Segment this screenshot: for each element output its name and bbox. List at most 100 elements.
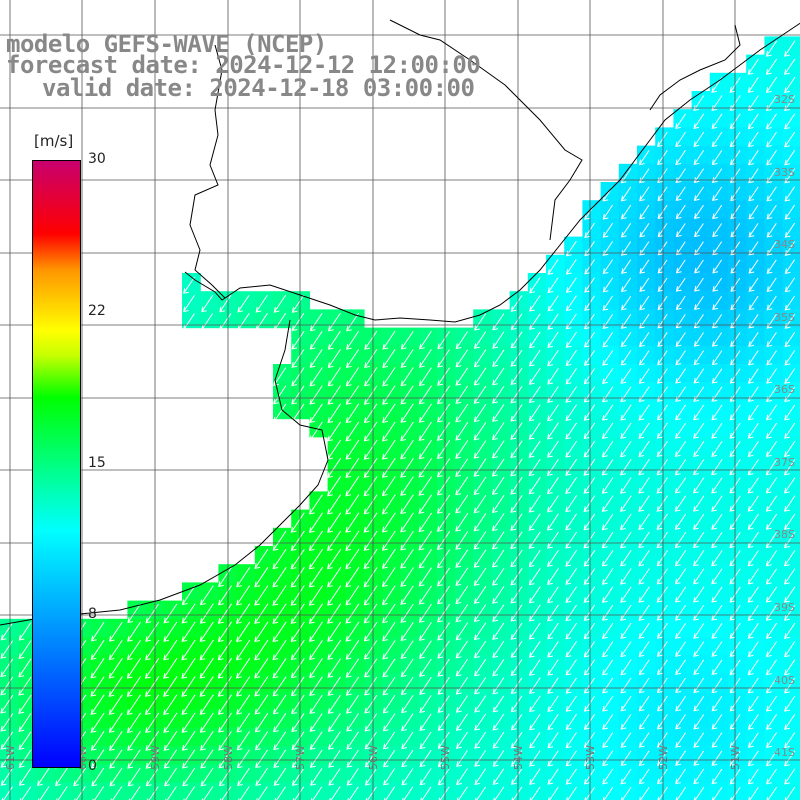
wind-arrow	[510, 640, 523, 658]
wind-arrow	[327, 639, 342, 660]
wind-arrow	[747, 695, 759, 712]
wind-arrow	[254, 731, 269, 751]
wind-arrow	[784, 404, 796, 421]
wind-arrow	[381, 494, 396, 515]
wind-arrow	[766, 259, 777, 274]
wind-arrow	[510, 476, 523, 495]
wind-arrow	[74, 786, 86, 800]
wind-arrow	[73, 767, 87, 787]
wind-arrow	[346, 330, 360, 350]
wind-arrow	[675, 314, 686, 329]
wind-arrow	[602, 404, 614, 421]
wind-arrow	[437, 622, 450, 641]
wind-arrow	[565, 368, 577, 385]
wind-arrow	[784, 622, 796, 640]
wind-arrow	[711, 641, 723, 657]
wind-arrow	[547, 768, 559, 785]
wind-arrow	[0, 658, 14, 678]
wind-arrow	[272, 567, 287, 588]
wind-arrow	[327, 530, 342, 552]
wind-arrow	[345, 403, 360, 424]
wind-arrow	[254, 676, 269, 697]
wind-arrow	[748, 332, 759, 347]
wind-arrow	[0, 676, 14, 696]
wind-arrow	[492, 349, 505, 368]
wind-arrow	[583, 386, 596, 403]
wind-arrow	[108, 621, 123, 642]
wind-arrow	[382, 330, 396, 350]
wind-arrow	[328, 731, 341, 750]
wind-arrow	[638, 586, 650, 603]
wind-arrow	[711, 623, 723, 639]
wind-arrow	[455, 695, 468, 713]
wind-arrow	[784, 204, 796, 220]
wind-arrow	[473, 567, 487, 586]
wind-arrow	[747, 495, 759, 512]
wind-arrow	[657, 695, 668, 712]
wind-arrow	[0, 640, 14, 659]
wind-arrow	[254, 603, 269, 624]
wind-arrow	[620, 186, 632, 202]
wind-arrow	[747, 531, 759, 549]
wind-arrow	[492, 750, 505, 767]
wind-arrow	[290, 585, 305, 606]
wind-arrow	[345, 421, 360, 442]
wind-arrow	[238, 786, 250, 800]
model-title: modelo GEFS-WAVE (NCEP)	[6, 30, 327, 58]
wind-arrow	[217, 676, 233, 697]
wind-arrow	[657, 714, 668, 730]
wind-arrow	[400, 403, 414, 423]
wind-arrow	[290, 621, 305, 643]
wind-arrow	[108, 676, 123, 697]
wind-arrow	[455, 604, 469, 623]
wind-arrow	[657, 750, 668, 766]
wind-arrow	[675, 186, 686, 202]
wind-arrow	[546, 458, 559, 477]
lon-label: 57W	[294, 745, 307, 770]
wind-arrow	[382, 713, 396, 732]
wind-arrow	[183, 276, 195, 294]
wind-arrow	[345, 567, 360, 588]
wind-arrow	[363, 603, 378, 624]
wind-arrow	[236, 731, 250, 751]
wind-arrow	[711, 677, 723, 694]
wind-arrow	[547, 750, 559, 767]
wind-arrow	[565, 295, 577, 312]
wind-arrow	[765, 477, 778, 494]
wind-arrow	[400, 676, 414, 696]
wind-arrow	[345, 548, 360, 570]
wind-arrow	[711, 568, 723, 585]
wind-arrow	[766, 223, 777, 238]
wind-arrow	[602, 277, 614, 293]
wind-arrow	[364, 330, 378, 350]
wind-arrow	[437, 604, 451, 623]
wind-arrow	[565, 549, 578, 567]
wind-arrow	[363, 512, 378, 533]
wind-arrow	[602, 732, 614, 748]
wind-arrow	[693, 714, 705, 730]
wind-arrow	[547, 313, 559, 330]
wind-arrow	[400, 331, 414, 350]
wind-arrow	[693, 368, 705, 384]
wind-arrow	[675, 714, 686, 730]
wind-arrow	[766, 368, 777, 384]
wind-arrow	[620, 277, 632, 293]
wind-arrow	[747, 604, 759, 621]
wind-arrow	[400, 349, 414, 368]
wind-arrow	[765, 459, 778, 476]
wind-arrow	[127, 767, 141, 787]
wind-arrow	[382, 621, 396, 642]
wind-arrow	[345, 530, 360, 552]
wind-arrow	[528, 549, 541, 568]
wind-arrow	[200, 749, 214, 769]
wind-arrow	[510, 732, 523, 749]
wind-arrow	[510, 385, 523, 404]
wind-arrow	[694, 296, 704, 311]
wind-arrow	[436, 440, 451, 460]
wind-arrow	[0, 622, 14, 641]
wind-arrow	[182, 767, 196, 787]
wind-arrow	[747, 568, 759, 585]
wind-arrow	[237, 767, 250, 787]
wind-arrow	[784, 459, 796, 476]
wind-arrow	[272, 585, 287, 606]
